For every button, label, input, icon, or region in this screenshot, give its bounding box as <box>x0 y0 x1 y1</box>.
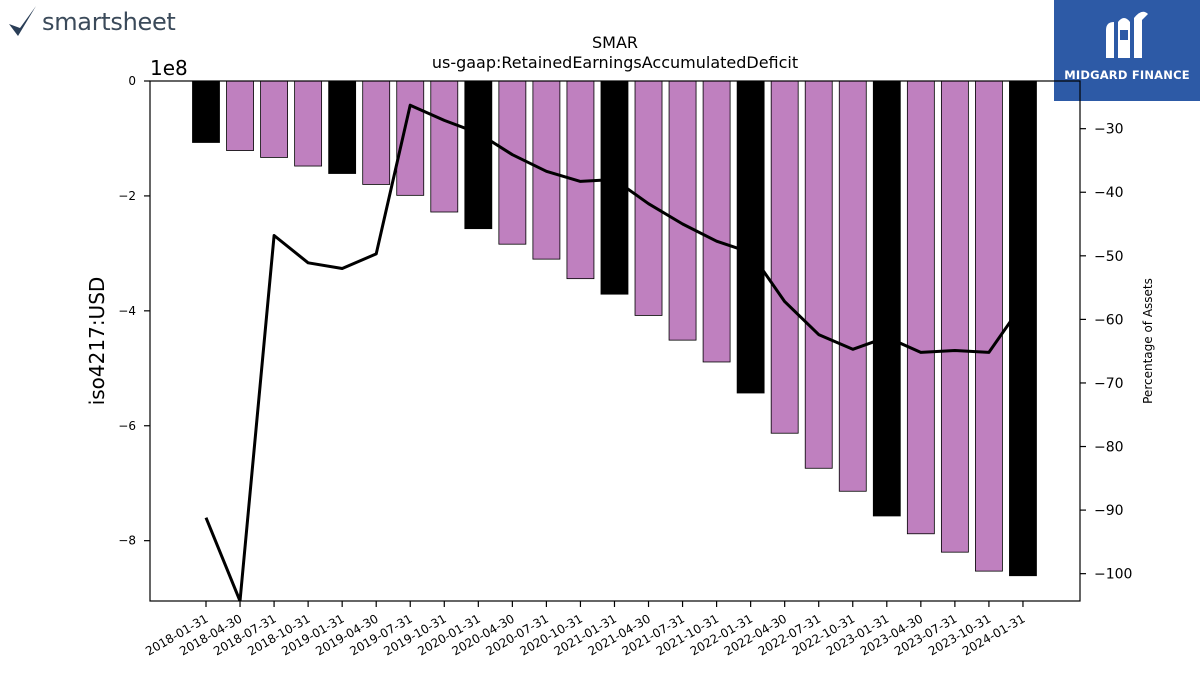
bar-2022-07-31 <box>804 80 833 469</box>
y2-axis-label: Percentage of Assets <box>1141 278 1155 404</box>
chart-subtitle: us-gaap:RetainedEarningsAccumulatedDefic… <box>432 53 798 72</box>
bar-2022-04-30 <box>770 80 799 434</box>
checkmark-icon <box>9 6 36 36</box>
y-tick-label: −2 <box>118 189 136 203</box>
bar-2021-10-31 <box>702 80 731 363</box>
bar-2023-04-30 <box>906 80 935 535</box>
bar-2020-04-30 <box>498 80 527 245</box>
y2-tick-label: −30 <box>1094 122 1124 138</box>
smartsheet-logo-text: smartsheet <box>42 8 176 36</box>
bar-2023-01-31 <box>872 80 901 517</box>
bar-2018-10-31 <box>294 80 323 167</box>
y-tick-label: −6 <box>118 419 136 433</box>
smartsheet-logo: smartsheet <box>6 4 196 44</box>
bar-2022-01-31 <box>736 80 765 394</box>
midgard-finance-logo: MIDGARD FINANCE <box>1054 0 1200 101</box>
bar-2021-07-31 <box>668 80 697 341</box>
y2-tick-label: −90 <box>1094 503 1124 519</box>
bar-2023-07-31 <box>940 80 969 553</box>
y-tick-label: 0 <box>128 74 136 88</box>
bar-2019-10-31 <box>430 80 459 213</box>
y2-tick-label: −70 <box>1094 376 1124 392</box>
bar-2018-07-31 <box>260 80 288 158</box>
y2-tick-label: −100 <box>1094 567 1132 583</box>
y-scale-label: 1e8 <box>150 56 188 80</box>
chart-title: SMAR <box>592 33 638 52</box>
bar-2023-10-31 <box>975 80 1003 572</box>
midgard-finance-logo-text: MIDGARD FINANCE <box>1064 68 1190 82</box>
y2-tick-label: −50 <box>1094 249 1124 265</box>
bar-2022-10-31 <box>838 80 867 492</box>
percentage-of-assets-line <box>204 103 1025 601</box>
bar-2019-01-31 <box>328 80 357 174</box>
y-tick-label: −8 <box>118 534 136 548</box>
bar-2018-01-31 <box>192 80 220 143</box>
bar-2024-01-31 <box>1009 80 1037 577</box>
bar-2019-07-31 <box>396 80 425 196</box>
y-tick-label: −4 <box>118 304 136 318</box>
bar-2019-04-30 <box>362 80 391 185</box>
bars-group <box>192 80 1037 577</box>
bar-2020-01-31 <box>464 80 493 230</box>
line-layer <box>204 103 1025 601</box>
y2-tick-label: −60 <box>1094 312 1124 328</box>
y2-tick-label: −80 <box>1094 440 1124 456</box>
bar-2018-04-30 <box>226 80 254 151</box>
midgard-emblem-icon <box>1106 11 1148 58</box>
y-axis-label: iso4217:USD <box>85 277 109 406</box>
y2-tick-label: −40 <box>1094 185 1124 201</box>
